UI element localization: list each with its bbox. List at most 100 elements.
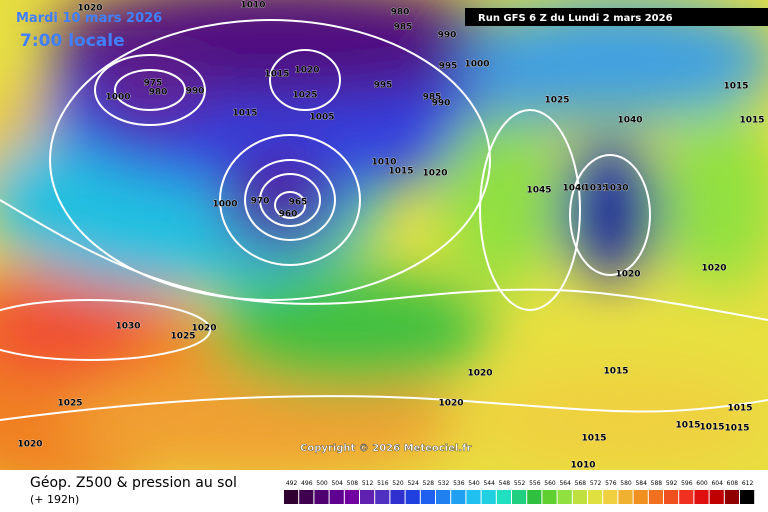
isobar-label: 1000 bbox=[105, 93, 130, 103]
isobar-label: 990 bbox=[438, 31, 457, 41]
forecast-lead: (+ 192h) bbox=[30, 493, 79, 506]
scale-label: 508 bbox=[347, 480, 359, 487]
scale-label: 572 bbox=[590, 480, 602, 487]
scale-label: 496 bbox=[301, 480, 313, 487]
scale-label: 536 bbox=[453, 480, 465, 487]
scale-label: 576 bbox=[605, 480, 617, 487]
scale-label: 532 bbox=[438, 480, 450, 487]
run-info: Run GFS 6 Z du Lundi 2 mars 2026 bbox=[478, 13, 673, 24]
scale-label: 560 bbox=[544, 480, 556, 487]
scale-swatch bbox=[284, 490, 299, 504]
field bbox=[0, 0, 768, 470]
scale-swatch bbox=[451, 490, 466, 504]
isobar-label: 1030 bbox=[603, 184, 628, 194]
isobar-label: 1035 bbox=[583, 184, 608, 194]
scale-label: 504 bbox=[331, 480, 343, 487]
isobar-label: 1020 bbox=[615, 270, 640, 280]
scale-swatch bbox=[314, 490, 329, 504]
scale-label: 584 bbox=[635, 480, 647, 487]
isobar-label: 1015 bbox=[727, 404, 752, 414]
isobar-label: 1020 bbox=[191, 324, 216, 334]
scale-swatch bbox=[648, 490, 663, 504]
isobar-label: 1010 bbox=[240, 1, 265, 11]
isobar-label: 1040 bbox=[617, 116, 642, 126]
scale-label: 600 bbox=[696, 480, 708, 487]
time: 7:00 locale bbox=[20, 31, 125, 51]
scale-swatch bbox=[740, 490, 755, 504]
scale-swatch bbox=[329, 490, 344, 504]
isobar-label: 985 bbox=[423, 93, 442, 103]
scale-label: 528 bbox=[423, 480, 435, 487]
isobar-label: 1015 bbox=[675, 421, 700, 431]
isobar-label: 1015 bbox=[603, 367, 628, 377]
scale-label: 520 bbox=[392, 480, 404, 487]
isobar-label: 1025 bbox=[57, 399, 82, 409]
scale-swatch bbox=[603, 490, 618, 504]
isobar-label: 1025 bbox=[292, 91, 317, 101]
scale-swatch bbox=[344, 490, 359, 504]
isobar-label: 1005 bbox=[309, 113, 334, 123]
scale-swatch bbox=[466, 490, 481, 504]
isobar-label: 1020 bbox=[422, 169, 447, 179]
isobar-label: 1015 bbox=[699, 423, 724, 433]
isobar-label: 970 bbox=[251, 197, 270, 207]
scale-swatch bbox=[694, 490, 709, 504]
scale-label: 544 bbox=[483, 480, 495, 487]
isobar-label: 1010 bbox=[371, 158, 396, 168]
isobar-label: 1000 bbox=[212, 200, 237, 210]
isobar-label: 1015 bbox=[724, 424, 749, 434]
scale-swatch bbox=[679, 490, 694, 504]
color-scale: 492 496 500 504 508 512 516 520 524 528 532 536 540 5… bbox=[284, 480, 755, 504]
isobar-label: 995 bbox=[374, 81, 393, 91]
isobar-label: 1020 bbox=[17, 440, 42, 450]
scale-label: 608 bbox=[727, 480, 739, 487]
isobar-label: 1025 bbox=[170, 332, 195, 342]
scale-swatch bbox=[633, 490, 648, 504]
scale-label: 612 bbox=[742, 480, 754, 487]
isobar-label: 980 bbox=[391, 8, 410, 18]
isobar-label: 1015 bbox=[264, 70, 289, 80]
isobar-label: 995 bbox=[439, 62, 458, 72]
scale-label: 512 bbox=[362, 480, 374, 487]
scale-swatch bbox=[542, 490, 557, 504]
scale-label: 500 bbox=[316, 480, 328, 487]
scale-swatch bbox=[527, 490, 542, 504]
scale-label: 564 bbox=[559, 480, 571, 487]
scale-swatch bbox=[299, 490, 314, 504]
isobar-label: 1020 bbox=[701, 264, 726, 274]
isobar-label: 1025 bbox=[544, 96, 569, 106]
isobar-label: 1000 bbox=[464, 60, 489, 70]
scale-swatch bbox=[375, 490, 390, 504]
product-title: Géop. Z500 & pression au sol bbox=[30, 475, 237, 491]
scale-label: 556 bbox=[529, 480, 541, 487]
scale-label: 548 bbox=[499, 480, 511, 487]
scale-swatch bbox=[588, 490, 603, 504]
scale-label: 552 bbox=[514, 480, 526, 487]
isobar-label: 1015 bbox=[739, 116, 764, 126]
scale-label: 592 bbox=[666, 480, 678, 487]
scale-label: 524 bbox=[407, 480, 419, 487]
scale-swatch bbox=[557, 490, 572, 504]
isobar-label: 965 bbox=[289, 198, 308, 208]
isobar-label: 1020 bbox=[438, 399, 463, 409]
isobar-label: 1015 bbox=[581, 434, 606, 444]
scale-label: 580 bbox=[620, 480, 632, 487]
scale-swatch bbox=[390, 490, 405, 504]
isobar-label: 980 bbox=[149, 88, 168, 98]
scale-swatch bbox=[481, 490, 496, 504]
scale-swatch bbox=[512, 490, 527, 504]
scale-swatch bbox=[664, 490, 679, 504]
scale-label: 492 bbox=[286, 480, 298, 487]
scale-swatch bbox=[405, 490, 420, 504]
scale-label: 540 bbox=[468, 480, 480, 487]
isobar-label: 1015 bbox=[232, 109, 257, 119]
isobar-label: 1020 bbox=[294, 66, 319, 76]
isobar-label: 990 bbox=[186, 87, 205, 97]
scale-swatch bbox=[436, 490, 451, 504]
scale-swatch bbox=[496, 490, 511, 504]
scale-label: 568 bbox=[575, 480, 587, 487]
isobar-label: 960 bbox=[279, 210, 298, 220]
isobar-label: 1020 bbox=[467, 369, 492, 379]
